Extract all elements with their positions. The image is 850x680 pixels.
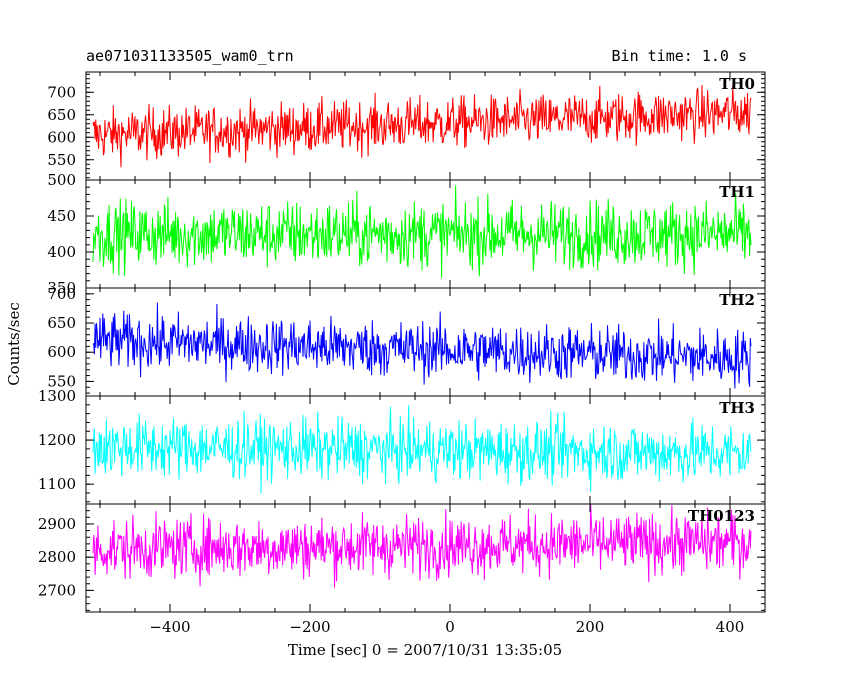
panel-th2: 550 600 650 700 TH2 [47,285,766,397]
x-tick-label: −200 [289,618,330,636]
series-th2 [92,302,752,389]
x-tick-label: 0 [445,618,455,636]
y-tick-label: 450 [47,207,76,225]
y-axis-label: Counts/sec [5,302,23,386]
series-th0 [92,84,752,168]
y-tick-label: 500 [47,171,76,189]
bin-time-label: Bin time: 1.0 s [612,47,747,65]
y-tick-label: 600 [47,128,76,146]
series-th0123 [92,504,752,588]
x-tick-label: 200 [576,618,605,636]
panel-th1: 350 400 450 500 TH1 [47,171,766,297]
series-th1 [92,185,752,278]
y-tick-label: 2900 [38,515,76,533]
y-tick-label: 1200 [38,431,76,449]
x-axis-label: Time [sec] 0 = 2007/10/31 13:35:05 [288,641,562,659]
panel-label: TH0123 [688,507,755,525]
plot-title: ae071031133505_wam0_trn [86,47,294,65]
panel-th0123: 2700 2800 2900 TH0123 [38,503,766,613]
y-tick-label: 2800 [38,548,76,566]
x-tick-label: −400 [149,618,190,636]
y-tick-label: 2700 [38,581,76,599]
y-tick-label: 400 [47,243,76,261]
y-tick-label: 700 [47,285,76,303]
panel-th3: 1100 1200 1300 TH3 [38,387,766,505]
panels-group: 550 600 650 700 TH0 350 400 450 500 TH1 550 600 650 7… [38,71,766,613]
y-tick-label: 1100 [38,475,76,493]
x-tick-label: 400 [716,618,745,636]
y-tick-label: 650 [47,106,76,124]
panel-label: TH0 [719,75,755,93]
x-axis: −400 −200 0 200 400 [149,618,744,636]
panel-label: TH2 [719,291,755,309]
y-tick-label: 700 [47,83,76,101]
panel-frame [85,503,766,613]
y-tick-label: 1300 [38,387,76,405]
y-tick-label: 650 [47,314,76,332]
y-tick-label: 350 [47,279,76,297]
panel-th0: 550 600 650 700 TH0 [47,71,766,181]
y-tick-label: 550 [47,151,76,169]
panel-label: TH1 [719,183,755,201]
y-tick-label: 600 [47,343,76,361]
series-th3 [92,404,752,494]
y-tick-label: 550 [47,372,76,390]
panel-label: TH3 [719,399,755,417]
